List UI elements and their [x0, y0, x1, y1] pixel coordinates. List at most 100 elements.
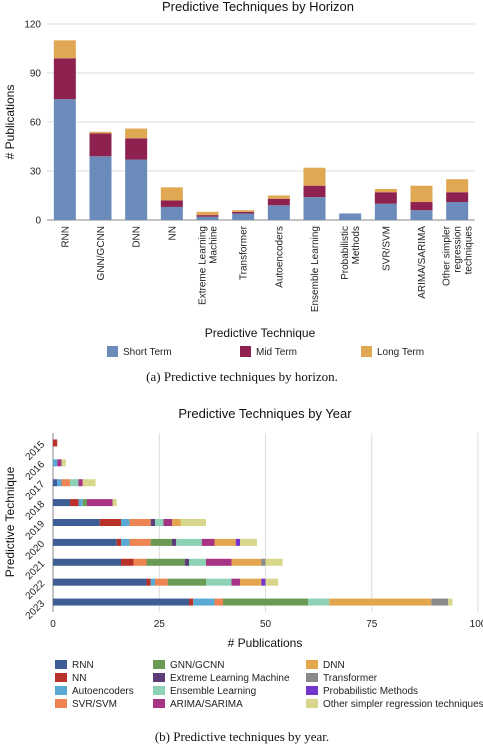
chart-b-legend-swatch-transformer: [306, 673, 318, 682]
chart-b-bar-2016-other-simpler-regression-techniques: [61, 459, 66, 467]
chart-b-bar-2023-autoencoders: [193, 598, 215, 606]
chart-b-y-tick-label: 2020: [24, 538, 48, 562]
chart-a-bar-arima-sarima-short-term: [410, 210, 433, 220]
chart-a-bar-nn-long-term: [160, 187, 183, 201]
chart-a-bar-probabilistic-methods-short-term: [339, 213, 362, 220]
chart-b-legend-swatch-dnn: [306, 660, 318, 669]
chart-b-bar-2019-autoencoders: [121, 519, 130, 526]
chart-b-y-tick-label: 2019: [24, 519, 48, 543]
chart-a-x-tick-label: ARIMA/SARIMA: [417, 226, 428, 299]
chart-a-bar-ensemble-learning-mid-term: [303, 185, 326, 198]
chart-a-x-tick-label: Methods: [351, 226, 362, 264]
chart-a-bar-gnn-gcnn-long-term: [89, 131, 112, 134]
chart-b-bar-2018-gnn-gcnn: [82, 499, 87, 507]
chart-b-bar-2022-other-simpler-regression-techniques: [265, 578, 279, 586]
chart-b-bar-2016-arima-sarima: [57, 459, 62, 467]
chart-b-bar-2020-autoencoders: [121, 538, 130, 546]
chart-b-y-tick-label: 2022: [24, 578, 48, 602]
chart-b-bar-2023-transformer: [431, 598, 449, 606]
chart-b-bar-2021-ensemble-learning: [189, 558, 206, 566]
chart-b-bar-2020-other-simpler-regression-techniques: [240, 538, 257, 546]
chart-b-bar-2017-other-simpler-regression-techniques: [82, 479, 96, 487]
chart-b-caption: (b) Predictive techniques by year.: [155, 729, 329, 744]
chart-a-x-tick-group: SVR/SVM: [381, 226, 392, 271]
chart-b-x-tick-label: 50: [260, 619, 272, 630]
chart-a-bar-other-simpler-regression-techniques-mid-term: [446, 192, 469, 203]
chart-a-legend-label-long-term: Long Term: [377, 347, 424, 358]
chart-a-x-tick-group: Probabilistic Methods: [340, 226, 362, 280]
chart-b-bar-2019-other-simpler-regression-techniques: [180, 519, 206, 526]
chart-a-bar-other-simpler-regression-techniques-short-term: [446, 202, 469, 220]
chart-a-x-tick-group: NN: [167, 226, 178, 240]
chart-b-legend-swatch-nn: [55, 673, 67, 682]
chart-a-bar-transformer-long-term: [232, 210, 255, 212]
chart-a-title: Predictive Techniques by Horizon: [162, 0, 354, 14]
chart-b-bar-2016-autoencoders: [53, 459, 58, 467]
chart-b-bar-2019-extreme-learning-machine: [150, 519, 155, 526]
chart-b-bar-2020-nn: [116, 538, 121, 546]
chart-a-caption: (a) Predictive techniques by horizon.: [146, 369, 338, 384]
chart-b-bar-2015-nn: [53, 439, 58, 447]
chart-b-bar-2017-arima-sarima: [78, 479, 83, 487]
chart-b-bar-2017-rnn: [53, 479, 58, 487]
chart-b-legend-swatch-other-simpler-regression-techniques: [306, 699, 318, 708]
chart-b-bar-2018-rnn: [53, 499, 70, 507]
chart-b-legend-label-svr-svm: SVR/SVM: [72, 699, 117, 710]
chart-b-bar-2020-gnn-gcnn: [150, 538, 172, 546]
chart-a-bar-gnn-gcnn-mid-term: [89, 133, 112, 157]
chart-a-y-tick-label: 0: [35, 216, 41, 227]
chart-a-bar-rnn-long-term: [53, 40, 76, 59]
chart-a-x-tick-group: GNN/GCNN: [96, 226, 107, 280]
chart-b-legend-label-transformer: Transformer: [323, 673, 378, 684]
chart-a-x-tick-group: DNN: [132, 226, 143, 248]
chart-a-bar-ensemble-learning-long-term: [303, 167, 326, 186]
chart-b-y-tick-label: 2016: [24, 459, 48, 483]
chart-a-x-tick-group: Transformer: [239, 225, 250, 280]
chart-b-bar-2017-svr-svm: [61, 479, 70, 487]
chart-b-legend-swatch-arima-sarima: [153, 699, 165, 708]
chart-a-x-tick-label: DNN: [132, 226, 143, 248]
chart-a-legend-swatch-long-term: [361, 346, 372, 357]
chart-b-y-tick-label: 2021: [24, 558, 48, 582]
chart-a-bar-svr-svm-short-term: [374, 203, 397, 220]
chart-b-legend-label-arima-sarima: ARIMA/SARIMA: [170, 699, 243, 710]
chart-b-legend-swatch-probabilistic-methods: [306, 686, 318, 695]
chart-a: 0 30 60 90 120 RNN GNN/GCNN DNN NN Extreme Learni…: [24, 20, 475, 358]
chart-a-bar-rnn-short-term: [53, 99, 76, 220]
chart-a-bar-transformer-short-term: [232, 213, 255, 220]
chart-a-ylabel: # Publications: [3, 85, 17, 160]
chart-b-y-tick-label: 2017: [24, 479, 48, 503]
chart-b-legend-label-extreme-learning-machine: Extreme Learning Machine: [170, 673, 290, 684]
chart-a-bar-arima-sarima-long-term: [410, 185, 433, 203]
chart-b-bar-2020-probabilistic-methods: [235, 538, 240, 546]
chart-a-x-tick-label: Extreme Learning: [198, 226, 209, 305]
chart-a-bar-nn-mid-term: [160, 200, 183, 207]
chart-b-y-tick-label: 2023: [24, 598, 48, 622]
chart-b-bar-2023-ensemble-learning: [308, 598, 330, 606]
chart-b-bar-2022-ensemble-learning: [206, 578, 232, 586]
chart-b-bar-2018-arima-sarima: [87, 499, 113, 507]
chart-b-legend-swatch-gnn-gcnn: [153, 660, 165, 669]
chart-a-bar-rnn-mid-term: [53, 58, 76, 100]
chart-b-bar-2021-transformer: [261, 558, 266, 566]
chart-b-legend-label-nn: NN: [72, 673, 86, 684]
chart-a-bar-dnn-long-term: [125, 128, 148, 139]
chart-b-bar-2022-autoencoders: [150, 578, 155, 586]
chart-b-bar-2022-nn: [146, 578, 151, 586]
chart-b-bar-2019-svr-svm: [129, 519, 151, 526]
chart-a-bar-svr-svm-long-term: [374, 188, 397, 193]
chart-a-bar-autoencoders-mid-term: [267, 198, 290, 206]
chart-a-x-tick-group: RNN: [60, 226, 71, 248]
chart-a-x-tick-label: Ensemble Learning: [310, 226, 321, 312]
chart-a-xlabel: Predictive Technique: [205, 326, 316, 340]
chart-a-bar-extreme-learning-machine-long-term: [196, 211, 219, 216]
chart-b-legend-label-probabilistic-methods: Probabilistic Methods: [323, 686, 418, 697]
chart-b-bar-2023-dnn: [329, 598, 432, 606]
chart-b-bar-2020-rnn: [53, 538, 117, 546]
chart-a-x-tick-label: RNN: [60, 226, 71, 248]
chart-b-bar-2021-extreme-learning-machine: [184, 558, 189, 566]
chart-a-x-tick-label: NN: [167, 226, 178, 240]
chart-b-bar-2023-nn: [189, 598, 194, 606]
chart-b-bar-2021-gnn-gcnn: [146, 558, 185, 566]
